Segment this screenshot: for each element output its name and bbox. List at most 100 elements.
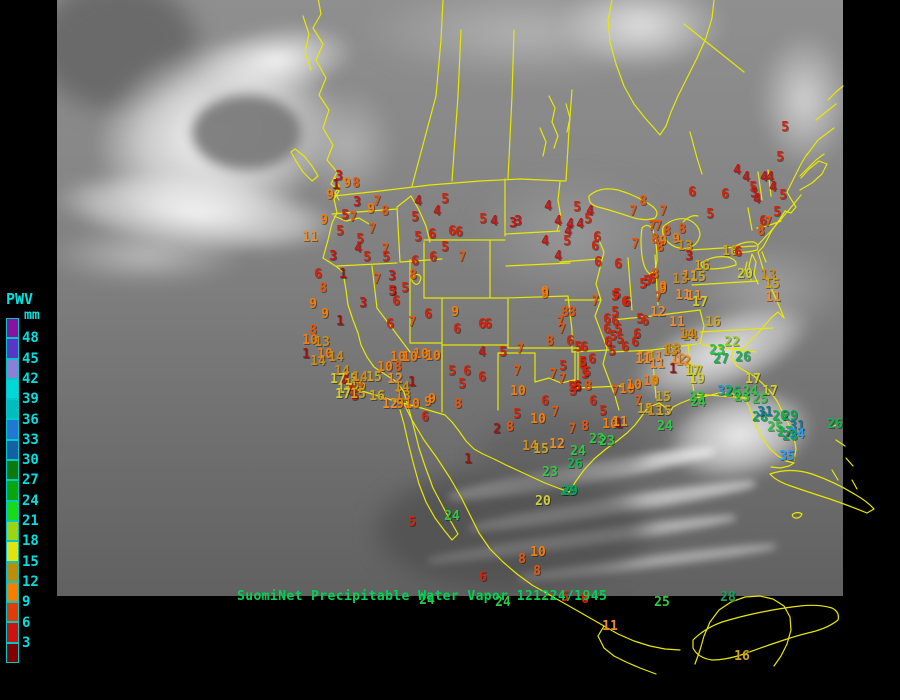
station-value: 5 [639, 276, 647, 292]
station-value: 6 [429, 249, 437, 265]
station-value: 13 [760, 267, 776, 283]
legend-swatch [6, 318, 19, 339]
station-value: 5 [411, 209, 419, 225]
station-value: 17 [337, 381, 353, 397]
station-value: 4 [742, 169, 750, 185]
legend-swatch [6, 520, 19, 542]
station-value: 12 [549, 436, 565, 452]
station-value: 9 [659, 279, 667, 295]
station-value: 22 [724, 334, 740, 350]
station-value: 25 [752, 391, 768, 407]
station-value: 6 [604, 334, 612, 350]
station-value: 15 [344, 376, 360, 392]
station-value: 9 [541, 284, 549, 300]
station-value: 7 [631, 236, 639, 252]
station-value: 6 [581, 591, 589, 607]
legend-swatch [6, 642, 19, 664]
station-value: 5 [579, 356, 587, 372]
legend-tick-label: 33 [22, 431, 39, 448]
station-value: 4 [753, 191, 761, 207]
station-value: 7 [634, 393, 642, 409]
legend-tick-label: 15 [22, 553, 39, 570]
station-value: 11 [669, 314, 685, 330]
station-value: 6 [721, 186, 729, 202]
station-value: 7 [513, 363, 521, 379]
station-value: 4 [576, 216, 584, 232]
station-value: 1 [669, 361, 677, 377]
station-value: 16 [705, 314, 721, 330]
station-value: 7 [568, 421, 576, 437]
station-value: 6 [386, 316, 394, 332]
station-value: 5 [561, 589, 569, 605]
legend-swatch [6, 439, 19, 461]
station-value: 10 [530, 411, 546, 427]
station-value: 9 [424, 394, 432, 410]
legend-swatch [6, 561, 19, 582]
station-value: 11 [647, 349, 663, 365]
station-value: 1 [615, 416, 623, 432]
station-value: 15 [764, 276, 780, 292]
station-value: 9 [320, 212, 328, 228]
station-value: 16 [734, 648, 750, 664]
product-title: SuomiNet Precipitable Water Vapor 121224… [237, 589, 607, 604]
station-value: 4 [760, 169, 768, 185]
station-value: 13 [665, 341, 681, 357]
station-value: 6 [580, 339, 588, 355]
station-value: 5 [568, 379, 576, 395]
station-value: 6 [759, 213, 767, 229]
station-value: 8 [409, 267, 417, 283]
station-value: 24 [570, 443, 586, 459]
station-value: 26 [725, 384, 741, 400]
station-value: 4 [566, 216, 574, 232]
station-value: 3 [388, 268, 396, 284]
station-value: 16 [369, 388, 385, 404]
station-value: 14 [682, 328, 698, 344]
station-value: 6 [603, 321, 611, 337]
station-value: 14 [394, 379, 410, 395]
station-value: 7 [591, 293, 599, 309]
station-value: 5 [616, 331, 624, 347]
station-value: 5 [749, 179, 757, 195]
station-value: 4 [478, 344, 486, 360]
station-value: 6 [611, 313, 619, 329]
station-value: 10 [302, 332, 318, 348]
station-value: 6 [631, 334, 639, 350]
station-value: 11 [635, 351, 651, 367]
station-value: 7 [558, 371, 566, 387]
station-value: 10 [643, 373, 659, 389]
legend-swatch [6, 419, 19, 440]
station-value: 6 [633, 326, 641, 342]
legend-tick-label: 27 [22, 472, 39, 489]
station-value: 7 [648, 218, 656, 234]
station-value: 25 [767, 419, 783, 435]
station-value: 8 [656, 239, 664, 255]
station-value: 23 [542, 464, 558, 480]
legend-tick-label: 36 [22, 411, 39, 428]
station-value: 5 [563, 233, 571, 249]
station-value: 29 [782, 408, 798, 424]
station-value: 6 [581, 589, 589, 605]
station-value: 9 [396, 396, 404, 412]
station-value: 5 [574, 379, 582, 395]
station-value: 23 [709, 342, 725, 358]
legend-swatch [6, 378, 19, 400]
station-value: 9 [659, 281, 667, 297]
station-value: 15 [342, 371, 358, 387]
legend-swatch [6, 602, 19, 623]
station-value: 26 [827, 416, 843, 432]
station-value: 7 [549, 366, 557, 382]
station-value: 14 [334, 363, 350, 379]
station-value: 7 [629, 203, 637, 219]
station-value: 12 [650, 304, 666, 320]
station-value: 11 [686, 288, 702, 304]
station-value: 9 [451, 304, 459, 320]
station-value: 11 [765, 289, 781, 305]
station-value: 14 [679, 326, 695, 342]
station-value: 32 [717, 383, 733, 399]
station-value: 29 [562, 483, 578, 499]
station-value: 26 [567, 456, 583, 472]
station-value: 8 [394, 359, 402, 375]
station-value: 5 [441, 191, 449, 207]
